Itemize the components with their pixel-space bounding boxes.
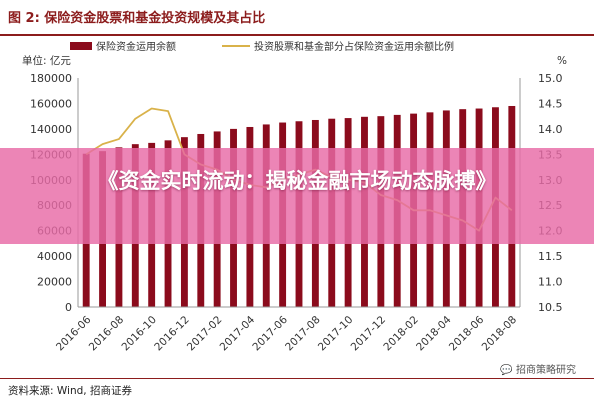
x-tick-label: 2016-12 — [152, 314, 192, 354]
left-axis-unit: 单位: 亿元 — [22, 54, 71, 67]
right-tick-label: 11.5 — [538, 250, 563, 263]
source-note: 资料来源: Wind, 招商证券 — [8, 385, 132, 397]
x-tick-label: 2017-10 — [316, 314, 356, 354]
x-tick-label: 2018-06 — [447, 314, 487, 354]
legend-swatch-bar — [70, 42, 92, 50]
x-tick-label: 2017-12 — [349, 314, 389, 354]
right-tick-label: 14.5 — [538, 97, 563, 110]
wechat-icon: 💬 — [500, 365, 513, 376]
right-tick-label: 10.5 — [538, 301, 563, 314]
legend-label-bar: 保险资金运用余额 — [96, 40, 176, 53]
right-tick-label: 15.0 — [538, 72, 563, 85]
left-tick-label: 0 — [65, 301, 72, 314]
left-tick-label: 40000 — [37, 250, 72, 263]
x-tick-label: 2016-08 — [87, 314, 127, 354]
x-tick-label: 2017-08 — [283, 314, 323, 354]
x-tick-label: 2016-06 — [54, 314, 94, 354]
banner-text: 《资金实时流动：揭秘金融市场动态脉搏》 — [97, 169, 497, 193]
x-tick-label: 2017-02 — [185, 314, 225, 354]
title-banner-overlay: 《资金实时流动：揭秘金融市场动态脉搏》 — [0, 148, 594, 244]
watermark: 💬 招商策略研究 — [500, 361, 576, 376]
right-tick-label: 11.0 — [538, 276, 563, 289]
x-axis: 2016-062016-082016-102016-122017-022017-… — [54, 306, 520, 354]
legend-label-line: 投资股票和基金部分占保险资金运用余额比例 — [254, 40, 454, 53]
x-tick-label: 2016-10 — [119, 314, 159, 354]
left-tick-label: 180000 — [30, 72, 72, 85]
right-axis-unit: % — [557, 55, 567, 67]
left-tick-label: 140000 — [30, 123, 72, 136]
left-tick-label: 160000 — [30, 97, 72, 110]
x-tick-label: 2017-04 — [218, 314, 258, 354]
x-tick-label: 2018-02 — [381, 314, 421, 354]
right-tick-label: 14.0 — [538, 123, 563, 136]
figure-title: 图 2: 保险资金股票和基金投资规模及其占比 — [8, 11, 266, 26]
left-tick-label: 20000 — [37, 276, 72, 289]
chart-legend: 保险资金运用余额 投资股票和基金部分占保险资金运用余额比例 — [70, 40, 454, 53]
x-tick-label: 2018-08 — [480, 314, 520, 354]
figure-footer: 资料来源: Wind, 招商证券 💬 招商策略研究 — [0, 365, 594, 401]
figure-header: 图 2: 保险资金股票和基金投资规模及其占比 — [0, 0, 594, 36]
watermark-text: 招商策略研究 — [516, 365, 576, 376]
x-tick-label: 2017-06 — [250, 314, 290, 354]
x-tick-label: 2018-04 — [414, 314, 454, 354]
